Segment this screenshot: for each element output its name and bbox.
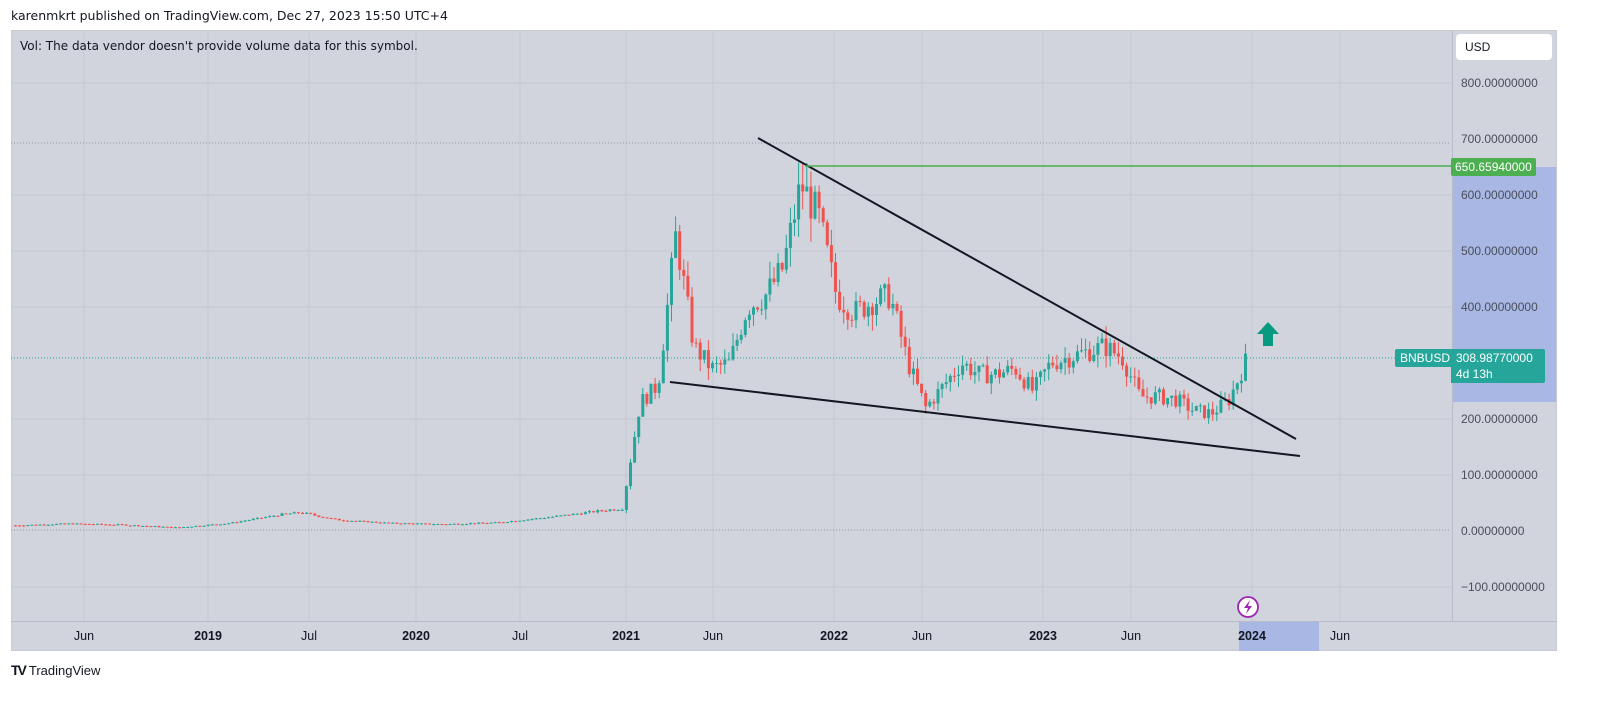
price-tick: 200.00000000 xyxy=(1461,412,1538,426)
candlestick-series xyxy=(14,162,1247,529)
horizontal-gridlines xyxy=(11,82,1451,588)
last-price-value: 308.98770000 xyxy=(1456,351,1533,365)
tradingview-logo-mark: TV xyxy=(11,662,27,678)
price-tick: −100.00000000 xyxy=(1461,580,1545,594)
price-tick: 0.00000000 xyxy=(1461,524,1525,538)
time-tick-year: 2020 xyxy=(402,629,430,643)
time-tick-year: 2019 xyxy=(194,629,222,643)
price-tick: 700.00000000 xyxy=(1461,132,1538,146)
time-range-highlight xyxy=(1239,622,1319,651)
price-tick: 500.00000000 xyxy=(1461,244,1538,258)
price-tick: 400.00000000 xyxy=(1461,300,1538,314)
upper-trendline xyxy=(757,137,1297,440)
lower-trendline xyxy=(669,381,1301,457)
time-tick: Jul xyxy=(512,629,528,643)
tradingview-logo[interactable]: TV TradingView xyxy=(11,662,100,678)
horizontal-line-price-label: 650.65940000 xyxy=(1451,158,1536,176)
volume-notice: Vol: The data vendor doesn't provide vol… xyxy=(20,39,418,53)
vertical-gridlines xyxy=(83,31,1341,621)
time-tick: Jun xyxy=(1120,629,1142,643)
price-tick: 100.00000000 xyxy=(1461,468,1538,482)
last-price-label: 308.98770000 4d 13h xyxy=(1451,349,1545,383)
lightning-icon xyxy=(1237,596,1259,618)
publish-attribution: karenmkrt published on TradingView.com, … xyxy=(11,8,448,23)
time-tick-year: 2021 xyxy=(612,629,640,643)
time-tick: Jun xyxy=(911,629,933,643)
price-axis[interactable] xyxy=(1452,30,1558,621)
time-tick-year: 2022 xyxy=(820,629,848,643)
bar-countdown: 4d 13h xyxy=(1456,367,1493,381)
time-tick: Jul xyxy=(301,629,317,643)
time-axis[interactable] xyxy=(11,621,1557,652)
chart-pane[interactable] xyxy=(11,30,1557,651)
time-tick: Jun xyxy=(73,629,95,643)
symbol-label: BNBUSD xyxy=(1395,349,1451,367)
price-tick: 800.00000000 xyxy=(1461,76,1538,90)
time-tick: Jun xyxy=(702,629,724,643)
time-tick-year: 2023 xyxy=(1029,629,1057,643)
arrow-up-icon xyxy=(1257,322,1279,346)
tradingview-brand: TradingView xyxy=(28,662,101,678)
price-tick: 600.00000000 xyxy=(1461,188,1538,202)
time-tick: Jun xyxy=(1329,629,1351,643)
time-tick-year: 2024 xyxy=(1238,629,1266,643)
currency-selector[interactable]: USD xyxy=(1456,34,1552,60)
